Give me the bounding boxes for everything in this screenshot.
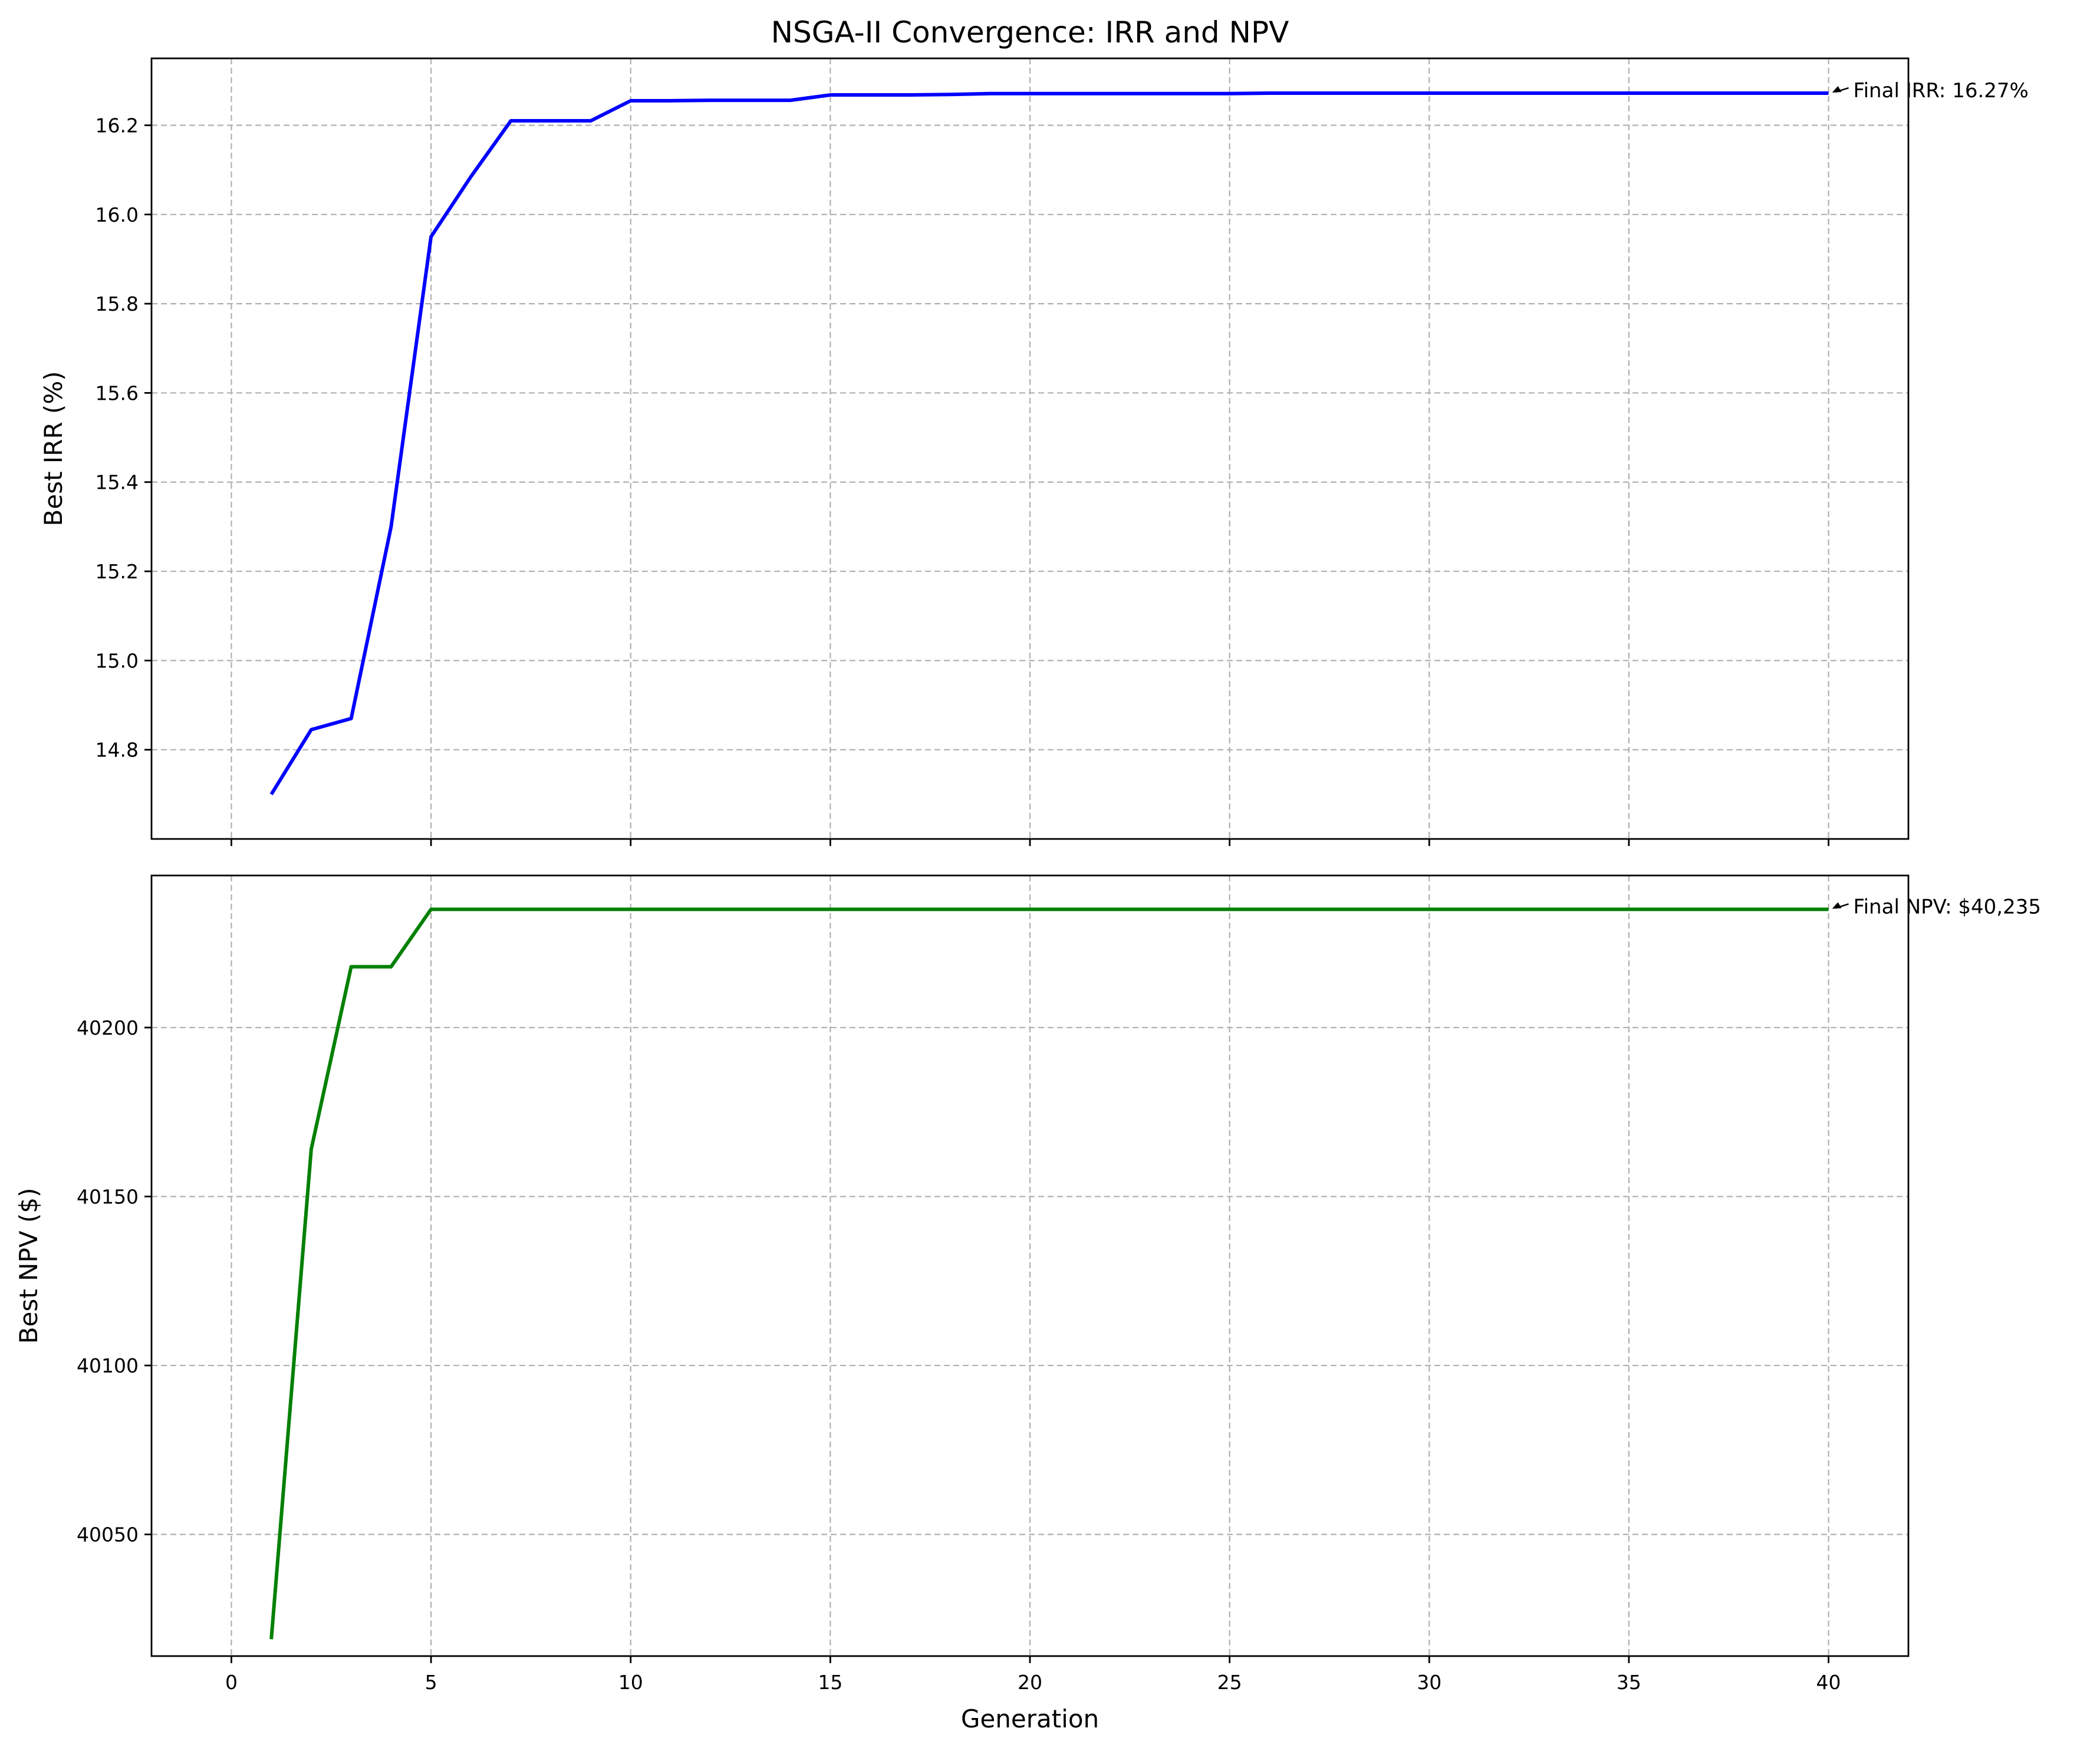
y-tick-label: 40150	[77, 1186, 139, 1209]
y-tick-label: 16.2	[96, 114, 139, 137]
y-tick-label: 15.6	[96, 381, 139, 404]
y-tick-label: 15.8	[96, 292, 139, 315]
annotation-label: Final IRR: 16.27%	[1854, 79, 2029, 103]
x-tick-label: 20	[1018, 1671, 1042, 1694]
x-tick-label: 30	[1417, 1671, 1441, 1694]
subplot-2: 40050 40100 40150 40200 0 5 10 15 20 25 30 35 40 Best…	[14, 874, 2041, 1694]
series-line	[269, 907, 1829, 1640]
chart-title: NSGA-II Convergence: IRR and NPV	[771, 15, 1289, 50]
y-tick-label: 15.0	[96, 649, 139, 672]
y-axis-label: Best NPV ($)	[14, 1188, 43, 1344]
y-tick-label: 15.4	[96, 471, 139, 494]
y-tick-label: 40200	[77, 1016, 139, 1039]
annotation-arrowhead	[1832, 86, 1842, 93]
x-tick-label: 35	[1617, 1671, 1641, 1694]
x-tick-label: 0	[225, 1671, 238, 1694]
x-tick-label: 25	[1217, 1671, 1242, 1694]
y-tick-label: 15.2	[96, 560, 139, 583]
subplot-1: 14.8 15.0 15.2 15.4 15.6 15.8 16.0 16.2 Best IRR…	[39, 57, 2029, 846]
y-tick-label: 16.0	[96, 203, 139, 226]
series-line	[269, 91, 1829, 795]
y-tick-label: 40100	[77, 1354, 139, 1377]
y-tick-label: 40050	[77, 1523, 139, 1546]
x-tick-label: 5	[425, 1671, 437, 1694]
annotation-label: Final NPV: $40,235	[1854, 895, 2041, 919]
y-axis-label: Best IRR (%)	[39, 371, 68, 526]
x-tick-label: 10	[618, 1671, 643, 1694]
y-tick-label: 14.8	[96, 739, 139, 762]
subplots-container: 14.8 15.0 15.2 15.4 15.6 15.8 16.0 16.2 Best IRR…	[14, 57, 2041, 1694]
x-axis-label: Generation	[961, 1704, 1099, 1733]
annotation-arrowhead	[1832, 902, 1842, 909]
x-tick-label: 15	[818, 1671, 842, 1694]
x-tick-label: 40	[1816, 1671, 1841, 1694]
